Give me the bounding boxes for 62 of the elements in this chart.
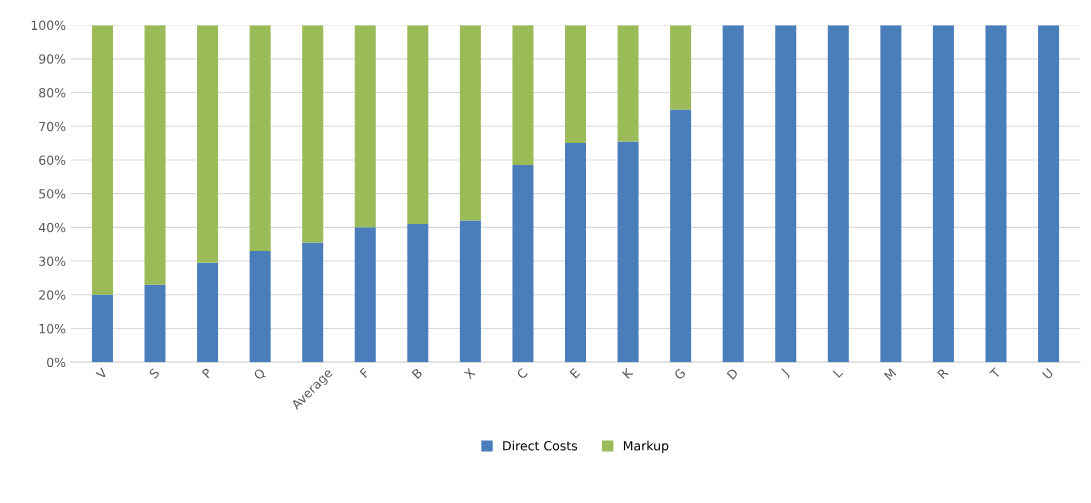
y-tick-label: 40% xyxy=(38,222,66,233)
bar xyxy=(354,25,376,228)
bar xyxy=(302,242,324,363)
x-tick-label: J xyxy=(779,368,791,379)
y-tick-label: 70% xyxy=(39,121,66,132)
bar xyxy=(932,25,954,363)
bar xyxy=(459,25,481,221)
y-tick-label: 100% xyxy=(31,20,66,31)
bar xyxy=(670,25,692,110)
bar xyxy=(512,165,534,363)
x-tick-label: P xyxy=(201,367,213,379)
bar xyxy=(775,25,797,363)
bar xyxy=(985,25,1007,363)
x-tick-label: D xyxy=(726,367,739,380)
bar xyxy=(459,220,481,363)
x-tick-label: T xyxy=(989,367,1002,380)
x-tick-label: R xyxy=(937,367,949,380)
y-tick-label: 20% xyxy=(39,290,66,300)
legend-label: Direct Costs xyxy=(503,440,578,451)
bar xyxy=(144,25,166,285)
bar xyxy=(354,227,376,363)
bar xyxy=(197,25,219,263)
bar xyxy=(91,25,113,295)
bar xyxy=(91,294,113,363)
y-tick-label: 80% xyxy=(39,88,66,98)
x-tick-label: Q xyxy=(253,367,267,382)
x-tick-label: F xyxy=(359,367,370,378)
x-tick-label: U xyxy=(1042,368,1054,380)
bar xyxy=(1038,25,1060,363)
y-tick-label: 10% xyxy=(39,323,66,334)
x-tick-label: L xyxy=(832,367,844,378)
bar xyxy=(197,262,219,363)
bar xyxy=(249,250,271,363)
bar xyxy=(512,25,534,166)
legend-label: Markup xyxy=(623,440,669,453)
bar xyxy=(827,25,849,363)
x-tick-label: C xyxy=(516,367,529,380)
bar xyxy=(880,25,902,363)
bar xyxy=(670,109,692,363)
x-tick-label: E xyxy=(569,367,581,379)
x-tick-label: M xyxy=(883,368,897,381)
y-tick-label: 30% xyxy=(39,256,66,266)
x-tick-label: X xyxy=(463,367,476,380)
bar xyxy=(407,223,429,363)
y-tick-label: 50% xyxy=(39,189,66,199)
bar xyxy=(302,25,324,243)
bar xyxy=(144,284,166,363)
y-tick-label: 60% xyxy=(39,155,66,165)
bar xyxy=(617,25,639,142)
x-tick-label: S xyxy=(148,367,160,379)
x-tick-label: V xyxy=(95,367,108,380)
bar xyxy=(564,143,587,363)
x-tick-label: K xyxy=(622,367,634,379)
x-tick-label: G xyxy=(673,367,686,381)
y-tick-label: 0% xyxy=(47,357,66,368)
bar xyxy=(407,25,429,224)
x-tick-label: B xyxy=(411,367,423,379)
bar xyxy=(249,25,271,251)
bar xyxy=(564,25,587,144)
bar xyxy=(722,25,744,363)
bar xyxy=(617,141,639,363)
y-tick-label: 90% xyxy=(39,54,66,64)
